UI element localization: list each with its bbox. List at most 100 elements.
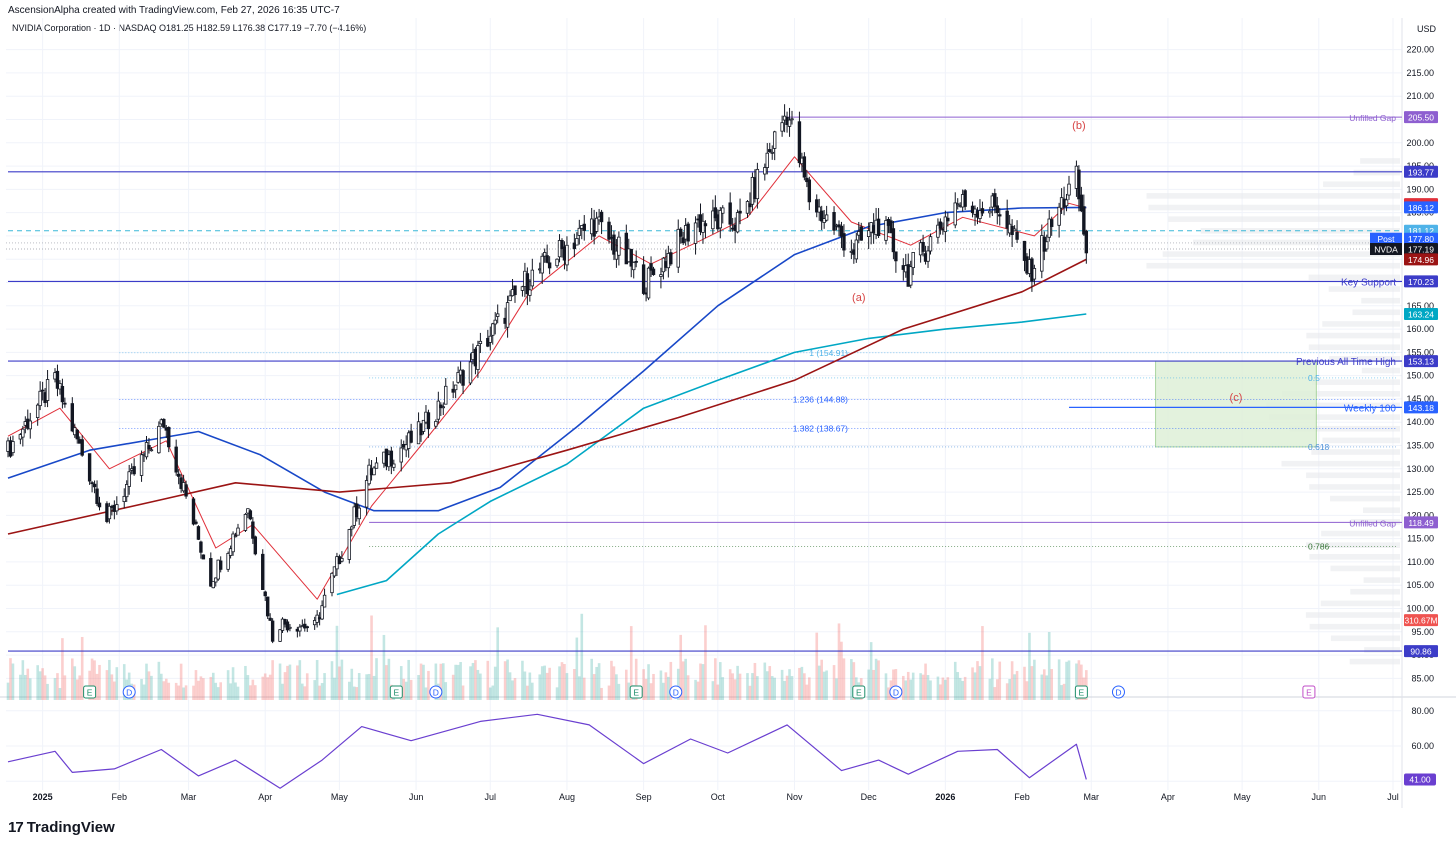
dividend-marker[interactable]: D — [429, 685, 443, 699]
candle — [194, 519, 198, 525]
candle — [545, 244, 549, 264]
volume-bar — [523, 671, 527, 700]
volume-bar — [531, 682, 534, 700]
candle — [547, 256, 552, 275]
volume-bar — [686, 675, 690, 700]
volume-bar — [444, 682, 448, 700]
volume-bar — [451, 674, 455, 700]
candle-body — [70, 403, 75, 432]
volume-bar — [939, 684, 942, 700]
earnings-marker[interactable]: E — [1074, 685, 1088, 699]
volume-bar — [182, 687, 185, 700]
tradingview-logo[interactable]: 17 TradingView — [8, 819, 115, 836]
volume-bar — [953, 661, 957, 700]
candle-body — [946, 217, 950, 222]
volume-bar — [780, 669, 784, 700]
volume-bar — [714, 658, 717, 700]
volume-profile-row — [1306, 472, 1400, 479]
price-tick-label: 220.00 — [1406, 45, 1434, 55]
wave-labels: (a) (b) — [852, 120, 1086, 304]
candle-body — [686, 223, 690, 242]
earnings-marker[interactable]: E — [1302, 685, 1316, 699]
price-tick-label: 140.00 — [1406, 417, 1434, 427]
candle — [817, 198, 821, 221]
volume-bar — [506, 659, 509, 700]
candle — [87, 453, 92, 485]
candle-body — [659, 274, 663, 277]
candle — [80, 435, 84, 457]
candle-body — [125, 484, 129, 498]
volume-bar — [53, 678, 57, 700]
volume-bar — [209, 676, 213, 700]
candle — [891, 221, 896, 260]
volume-bar — [615, 674, 618, 700]
volume-bar — [991, 658, 994, 700]
candle — [755, 162, 760, 209]
candle — [530, 258, 535, 289]
candle — [478, 332, 483, 353]
volume-bar — [105, 670, 109, 700]
volume-bar — [701, 664, 705, 700]
candle — [55, 364, 60, 397]
earnings-marker[interactable]: E — [83, 685, 97, 699]
volume-bar — [753, 662, 757, 700]
time-tick-label: Sep — [636, 792, 652, 802]
volume-bar — [892, 669, 895, 700]
candle — [364, 475, 369, 516]
candle — [1005, 199, 1009, 236]
volume-bar — [93, 660, 96, 700]
candle — [453, 384, 458, 399]
candle — [721, 205, 725, 224]
candle — [139, 450, 144, 482]
candle-body — [819, 210, 824, 222]
volume-profile-row — [1281, 391, 1400, 397]
volume-profile-row — [1308, 344, 1400, 351]
volume-bar — [976, 661, 979, 700]
candle-body — [40, 389, 45, 392]
candle-body — [226, 553, 230, 570]
dividend-marker[interactable]: D — [669, 685, 683, 699]
candle — [911, 252, 915, 276]
earnings-marker[interactable]: E — [389, 685, 403, 699]
candle-body — [866, 230, 871, 238]
volume-profile-row — [1308, 274, 1400, 281]
earnings-marker[interactable]: E — [852, 685, 866, 699]
candle — [11, 435, 15, 456]
candle-body — [147, 445, 151, 450]
volume-bar — [251, 679, 255, 700]
rsi-badge — [1404, 773, 1436, 786]
value-badge-bg — [1404, 232, 1438, 245]
volume-bar — [852, 662, 856, 700]
volume-profile-row — [1361, 297, 1400, 304]
volume-bar — [160, 673, 163, 700]
volume-bar — [696, 681, 700, 700]
candle — [127, 464, 131, 495]
price-tick-label: 155.00 — [1406, 347, 1434, 357]
volume-bar — [263, 673, 267, 700]
candle-body — [347, 529, 352, 560]
dividend-marker[interactable]: D — [1111, 685, 1125, 699]
candle-body — [63, 402, 67, 405]
candle — [253, 535, 258, 556]
dividend-marker[interactable]: D — [122, 685, 136, 699]
volume-bar — [978, 666, 982, 700]
volume-bar — [399, 666, 403, 700]
volume-bar — [783, 680, 786, 700]
volume-bar — [704, 625, 707, 700]
volume-bar — [1028, 632, 1031, 700]
volume-bar — [956, 672, 960, 700]
time-tick-label: Jun — [1312, 792, 1327, 802]
candle-body — [577, 227, 582, 236]
volume-bar — [367, 673, 371, 700]
wave-label: (b) — [1072, 120, 1085, 132]
dividend-marker[interactable]: D — [889, 685, 903, 699]
level-badge-bg — [1404, 275, 1438, 288]
candle-body — [218, 560, 223, 570]
tradingview-mark-icon: 17 — [8, 819, 24, 836]
level-badge-bg — [1404, 355, 1438, 368]
earnings-marker[interactable]: E — [629, 685, 643, 699]
candle — [280, 617, 285, 633]
candle-body — [45, 379, 50, 401]
volume-bar — [36, 665, 39, 700]
